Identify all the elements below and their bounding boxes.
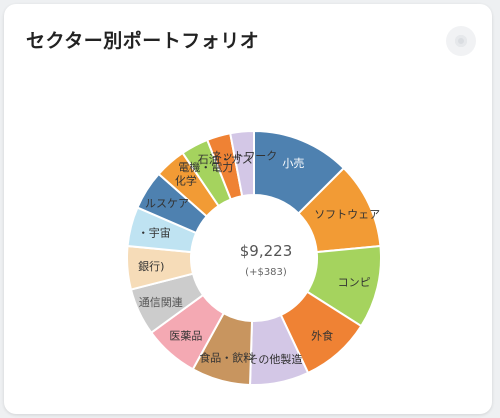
slice-label-5: 食品・飲料	[199, 350, 254, 364]
slice-label-7: 通信関連	[139, 295, 183, 309]
sector-portfolio-card: セクター別ポートフォリオ 小売ソフトウェアコンピ外食 その他製造 食品・飲料 医薬品 通…	[4, 4, 492, 414]
more-options-icon	[455, 35, 467, 47]
slice-label-8: 銀行)	[138, 259, 164, 273]
slice-label-0: 小売	[282, 157, 304, 170]
portfolio-change: (+$383)	[245, 267, 287, 278]
slice-label-4: その他製造	[247, 352, 302, 366]
slice-label-14: ネットワーク	[211, 149, 277, 162]
slice-label-11: 化学	[175, 174, 197, 188]
slice-label-9: ・宇宙	[138, 225, 171, 239]
slice-label-3: 外食	[311, 328, 333, 342]
slice-label-10: ルスケア	[145, 197, 189, 210]
donut-slices	[126, 129, 382, 386]
portfolio-total: $9,223	[240, 242, 293, 260]
slice-label-1: ソフトウェア	[314, 208, 380, 221]
slice-label-2: コンピ	[338, 276, 371, 289]
slice-label-12: 電機・電力	[178, 160, 233, 174]
slice-label-6: 医薬品	[169, 329, 202, 342]
slice-14[interactable]	[229, 129, 255, 198]
slice-label-13: 石油・ガス	[198, 152, 253, 166]
more-options-button[interactable]	[446, 26, 476, 56]
card-title: セクター別ポートフォリオ	[26, 30, 260, 52]
